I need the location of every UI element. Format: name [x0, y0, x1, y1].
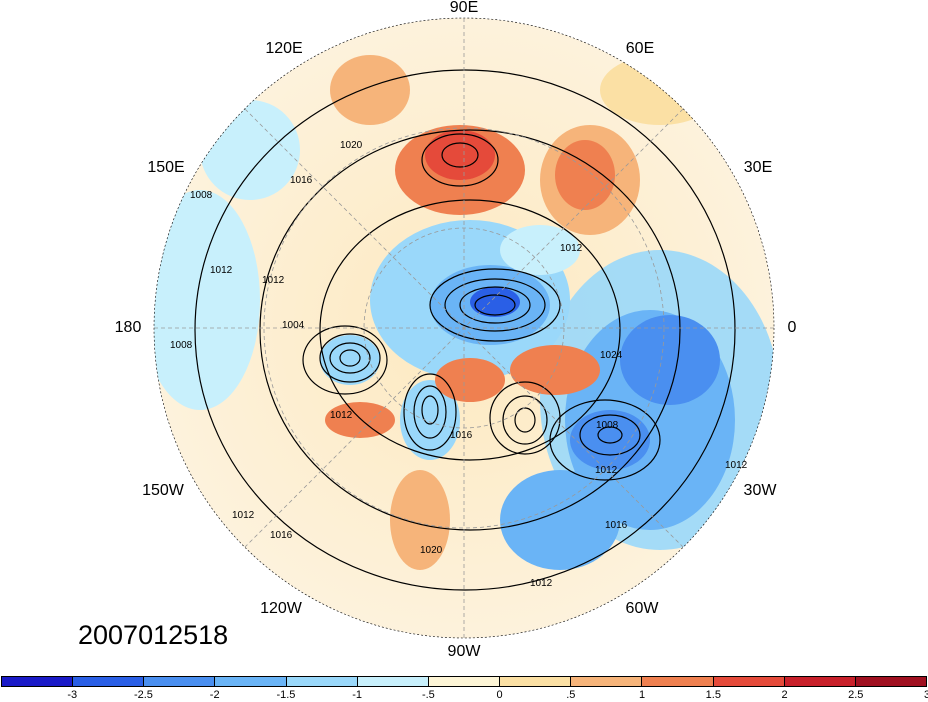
contour-value-label: 1012 — [262, 275, 285, 286]
contour-value-label: 1012 — [232, 510, 255, 521]
colorbar-tick-label: -2 — [209, 689, 220, 701]
lon-label-150w: 150W — [142, 482, 184, 499]
lon-label-30e: 30E — [743, 159, 773, 176]
contour-value-label: 1020 — [420, 545, 443, 556]
lon-label-150e: 150E — [147, 159, 185, 176]
contour-value-label: 1012 — [595, 465, 618, 476]
colorbar-segment — [73, 677, 145, 686]
colorbar-tick-label: -1.5 — [276, 689, 296, 701]
lon-label-120w: 120W — [260, 600, 302, 617]
colorbar-segment — [642, 677, 714, 686]
colorbar-segment — [215, 677, 287, 686]
colorbar-tick-label: -.5 — [421, 689, 435, 701]
anomaly-field — [154, 18, 774, 638]
contour-value-label: 1024 — [600, 350, 623, 361]
colorbar-tick-label: .5 — [566, 689, 576, 701]
lon-label-180: 180 — [114, 319, 142, 336]
contour-value-label: 1012 — [330, 410, 353, 421]
lon-label-90e: 90E — [449, 0, 479, 16]
lon-label-120e: 120E — [265, 40, 303, 57]
contour-value-label: 1012 — [530, 578, 553, 589]
contour-value-label: 1016 — [605, 520, 628, 531]
lon-label-60w: 60W — [625, 600, 659, 617]
colorbar-segment — [784, 677, 856, 686]
lon-label-30w: 30W — [743, 482, 777, 499]
contour-value-label: 1016 — [450, 430, 473, 441]
lon-label-0: 0 — [787, 319, 797, 336]
lon-label-60e: 60E — [625, 40, 655, 57]
colorbar-segment — [428, 677, 501, 686]
colorbar-tick-label: 0 — [496, 689, 503, 701]
lon-label-90w: 90W — [447, 643, 481, 660]
contour-value-label: 1012 — [560, 243, 583, 254]
contour-value-label: 1016 — [290, 175, 313, 186]
timestamp-label: 2007012518 — [78, 620, 229, 650]
colorbar-segment — [144, 677, 216, 686]
contour-value-label: 1008 — [170, 340, 193, 351]
colorbar-segment — [855, 677, 927, 686]
colorbar-segment — [713, 677, 785, 686]
colorbar-tick-label: -1 — [352, 689, 363, 701]
colorbar-tick-label: -2.5 — [133, 689, 153, 701]
colorbar-segment — [357, 677, 429, 686]
colorbar-segment — [2, 677, 74, 686]
contour-value-label: 1008 — [190, 190, 213, 201]
colorbar-tick-label: 2 — [781, 689, 788, 701]
colorbar-segment — [571, 677, 643, 686]
colorbar-tick-label: -3 — [67, 689, 78, 701]
colorbar-segment — [286, 677, 358, 686]
contour-value-label: 1008 — [596, 420, 619, 431]
colorbar-tick-label: 1.5 — [705, 689, 721, 701]
colorbar-tick-label: 2.5 — [848, 689, 864, 701]
colorbar-tick-label: 3 — [923, 689, 928, 701]
contour-value-label: 1004 — [282, 320, 305, 331]
contour-value-label: 1020 — [340, 140, 363, 151]
contour-value-label: 1012 — [725, 460, 748, 471]
contour-value-label: 1016 — [270, 530, 293, 541]
colorbar-segment — [500, 677, 572, 686]
colorbar-tick-label: 1 — [639, 689, 646, 701]
contour-value-label: 1012 — [210, 265, 233, 276]
colorbar — [1, 676, 927, 687]
